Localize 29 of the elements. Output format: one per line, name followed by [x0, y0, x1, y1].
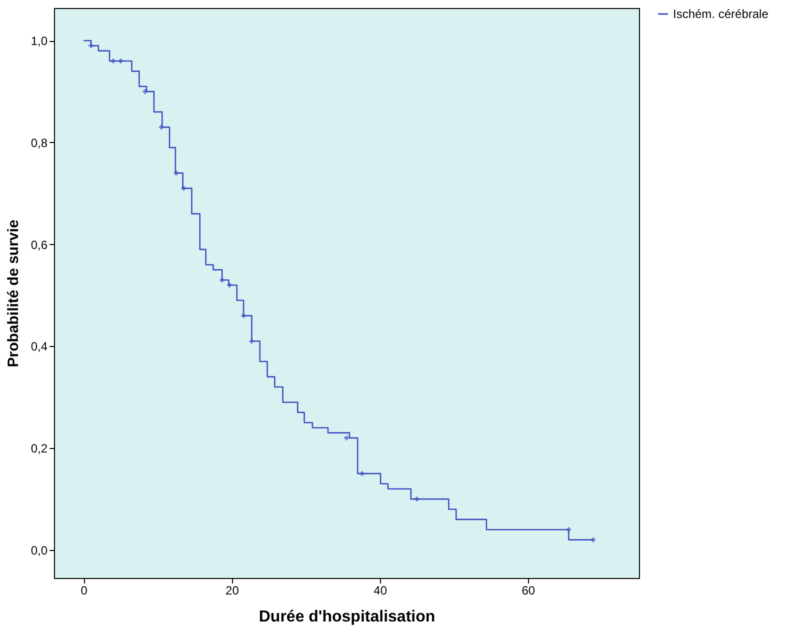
point: [88, 43, 94, 48]
point: [220, 278, 224, 282]
x-tick-label: 40: [374, 584, 388, 598]
y-tick-label: 1,0: [30, 34, 48, 48]
point: [174, 170, 179, 176]
y-tick-label: 0,4: [30, 340, 48, 354]
point: [118, 58, 123, 64]
point: [142, 89, 148, 94]
point: [241, 313, 246, 318]
point: [360, 471, 364, 476]
y-tick-label: 0,2: [30, 442, 48, 456]
point: [110, 58, 116, 64]
y-tick-label: 0,0: [30, 543, 48, 558]
point: [227, 282, 232, 288]
y-tick-label: 0,6: [30, 238, 48, 252]
x-axis-title: Durée d'hospitalisation: [258, 608, 436, 626]
point: [159, 124, 164, 130]
y-axis-title: Probabilité de survie: [4, 220, 22, 368]
point: [414, 496, 420, 502]
x-tick-label: 20: [226, 584, 240, 598]
x-tick-label: 60: [522, 584, 536, 598]
point: [344, 436, 349, 440]
point: [566, 527, 571, 532]
point: [181, 186, 186, 191]
point: [590, 537, 596, 542]
y-tick-label: 0,8: [30, 136, 48, 150]
legend-label: Ischém. cérébrale: [673, 7, 769, 21]
point: [249, 338, 254, 344]
x-tick-label: 0: [80, 584, 88, 598]
